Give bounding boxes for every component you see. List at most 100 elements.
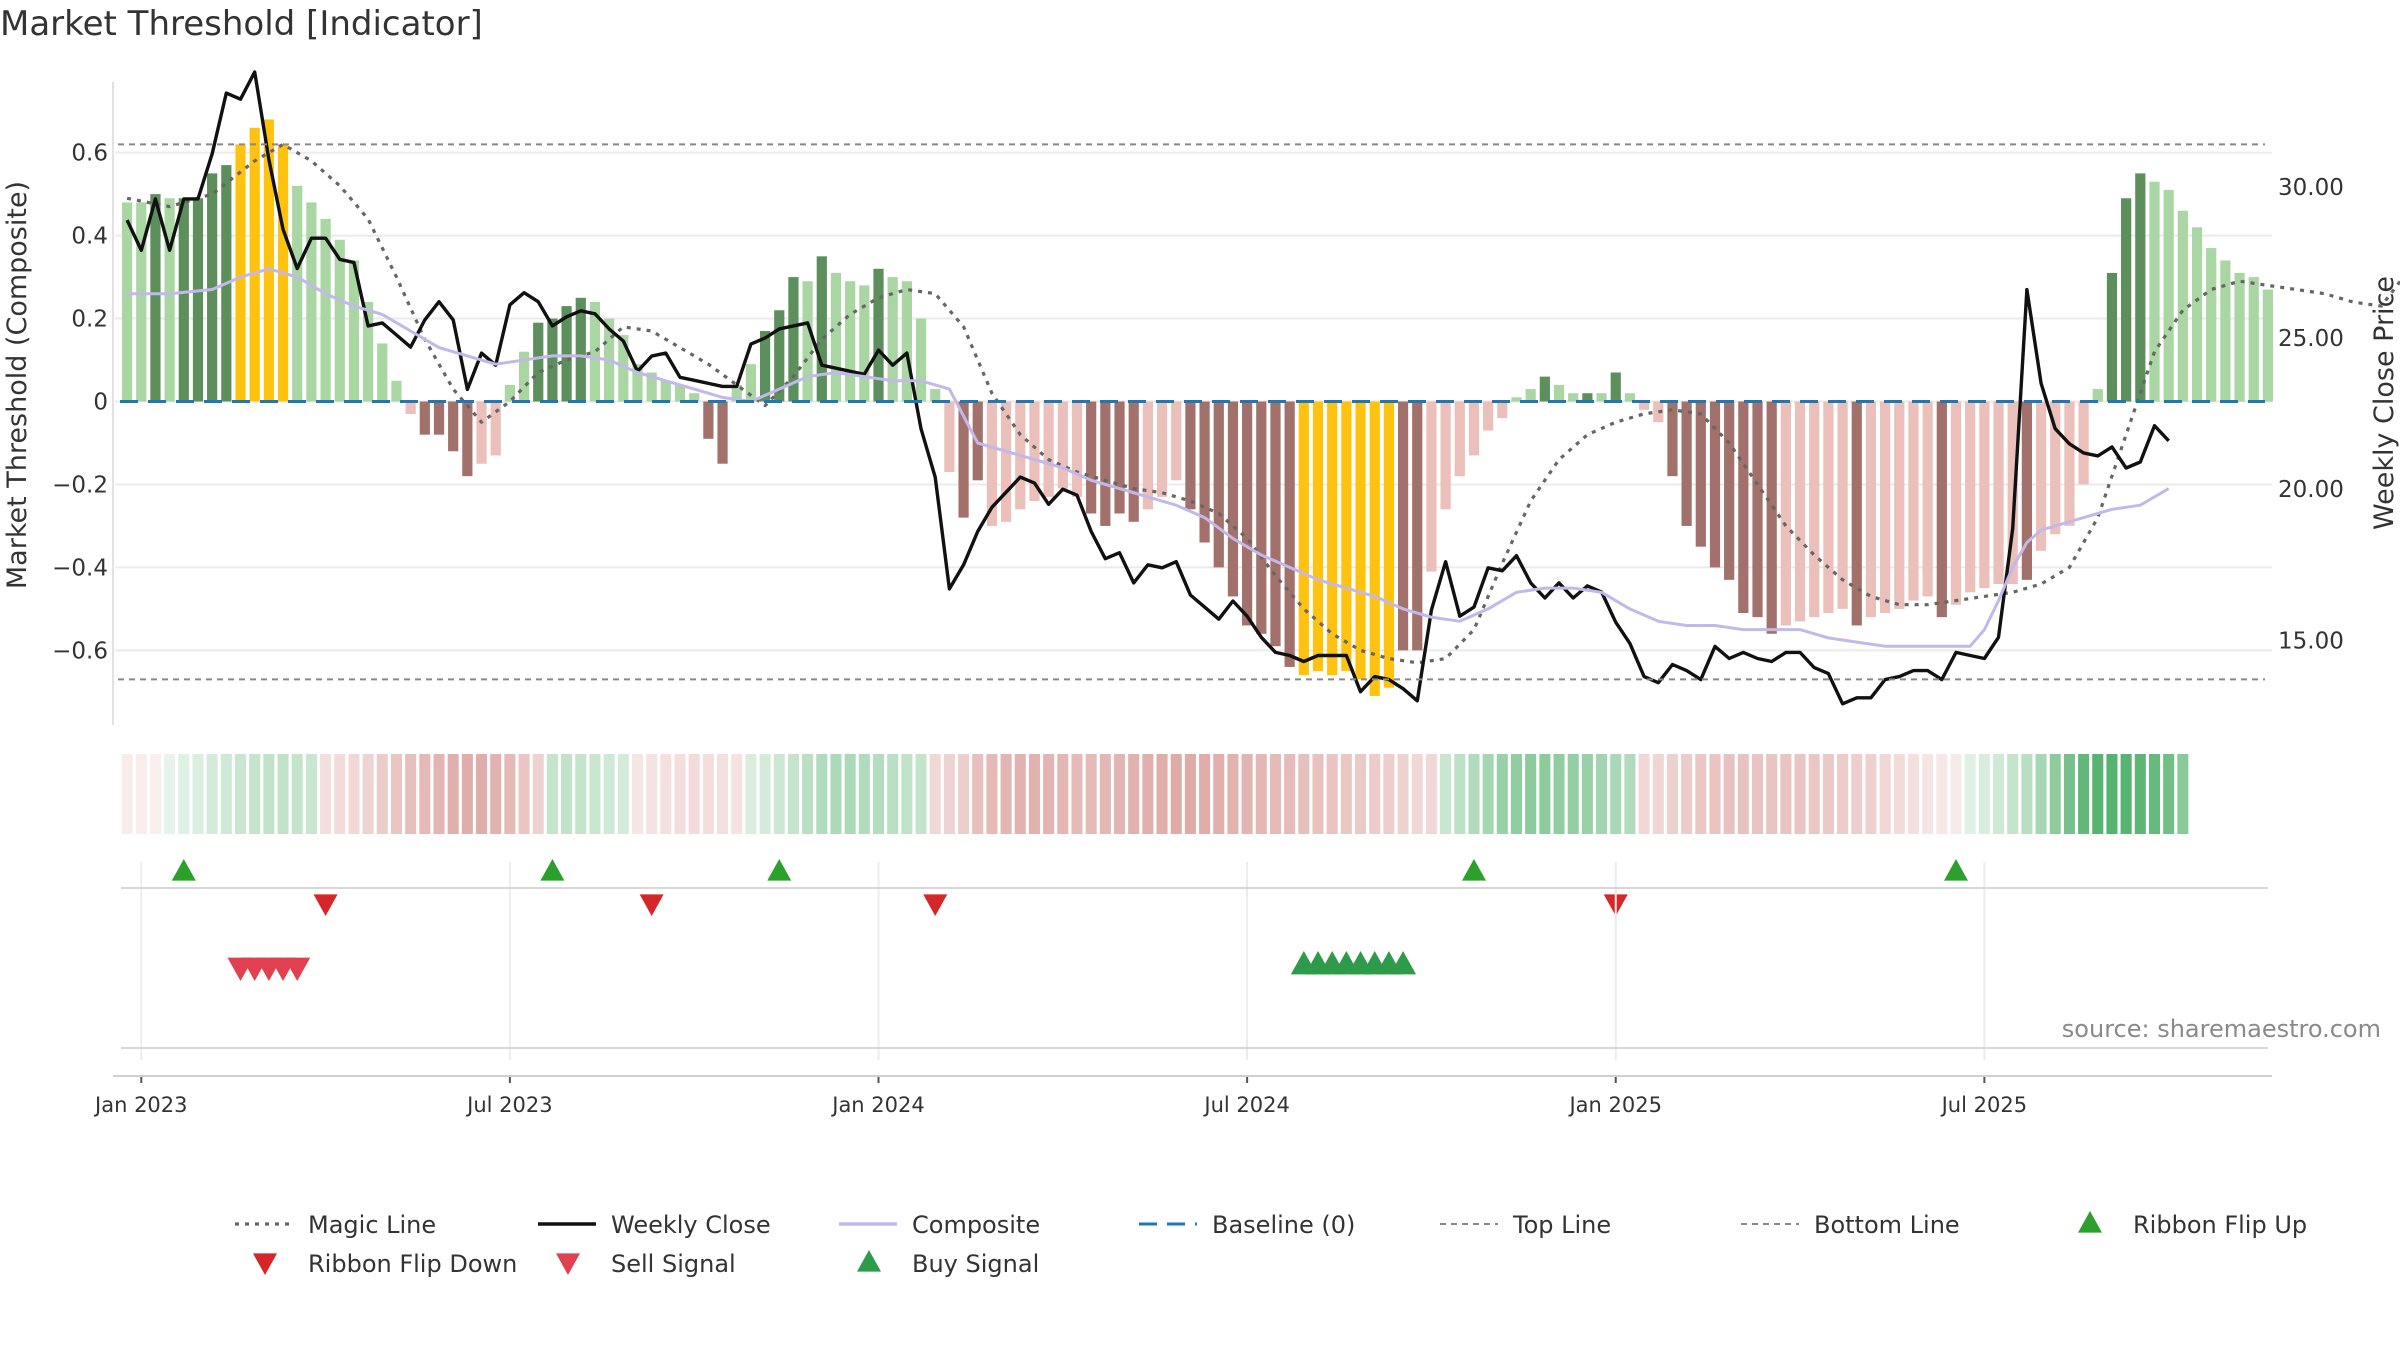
composite-bar	[518, 351, 530, 402]
composite-bar	[731, 384, 742, 402]
ribbon-cell	[1298, 754, 1310, 834]
ribbon-cell	[2078, 754, 2090, 834]
ribbon-cell	[2035, 754, 2047, 834]
ribbon-cell	[206, 754, 218, 834]
composite-bar	[292, 185, 303, 402]
ribbon-flip-up-icon	[171, 859, 196, 881]
composite-bar	[348, 260, 360, 402]
composite-bar	[575, 297, 586, 402]
ribbon-cell	[688, 754, 700, 834]
ribbon-cell	[1199, 754, 1211, 834]
composite-bar	[1327, 401, 1338, 676]
ribbon-cell	[1227, 754, 1239, 834]
ribbon-cell	[646, 754, 658, 834]
ribbon-cell	[1454, 754, 1466, 834]
composite-bar	[816, 256, 827, 402]
ribbon-cell	[2148, 754, 2161, 834]
right-tick-label: 25.00	[2278, 326, 2344, 352]
legend-marker-up-icon	[857, 1250, 881, 1272]
composite-bar	[150, 194, 161, 402]
composite-bars	[121, 119, 2274, 696]
composite-bar	[2106, 272, 2118, 402]
ribbon-cell	[2106, 754, 2118, 834]
composite-bar	[1298, 401, 1309, 676]
ribbon-cell	[1581, 754, 1593, 834]
ribbon-cell	[249, 754, 261, 834]
ribbon-cell	[362, 754, 374, 834]
left-tick-label: 0.6	[71, 141, 108, 167]
composite-bar	[1823, 401, 1834, 614]
composite-bar	[1908, 401, 1919, 601]
right-axis-label: Weekly Close Price	[2369, 276, 2400, 530]
ribbon-cell	[787, 754, 799, 834]
composite-bar	[1483, 401, 1494, 431]
composite-bar	[1114, 401, 1125, 514]
ribbon-cell	[1737, 754, 1749, 834]
ribbon-flip-up-icon	[1461, 859, 1486, 881]
composite-bar	[2078, 401, 2089, 485]
ribbon-cell	[1043, 754, 1055, 834]
ribbon-cell	[121, 754, 133, 834]
ribbon-cell	[1468, 754, 1480, 834]
ribbon-cell	[2120, 754, 2132, 834]
composite-bar	[1171, 401, 1182, 481]
legend-marker-down-icon	[556, 1253, 580, 1275]
ribbon-cell	[1000, 754, 1012, 834]
ribbon-flip-down-icon	[923, 894, 948, 916]
ribbon-cell	[1425, 754, 1437, 834]
composite-bar	[1185, 401, 1196, 510]
ribbon-cell	[2063, 754, 2075, 834]
composite-bar	[1709, 401, 1721, 568]
ribbon-cell	[887, 754, 899, 834]
ribbon-cell	[1071, 754, 1083, 834]
ribbon-cell	[1028, 754, 1040, 834]
composite-bar	[845, 281, 856, 402]
composite-bar	[1142, 401, 1153, 510]
ribbon-cell	[1709, 754, 1721, 834]
ribbon-cell	[546, 754, 558, 834]
ribbon-flip-up-icon	[767, 859, 792, 881]
legend-label: Baseline (0)	[1212, 1211, 1355, 1239]
sell-signal-icon	[284, 957, 311, 981]
legend-label: Magic Line	[308, 1211, 436, 1239]
ribbon-cell	[731, 754, 743, 834]
composite-bar	[561, 306, 572, 402]
ribbon-cell	[1766, 754, 1778, 834]
composite-bar	[2163, 189, 2174, 402]
x-axis: Jan 2023 Jul 2023 Jan 2024 Jul 2024 Jan 2025…	[93, 862, 2272, 1117]
ribbon-cell	[830, 754, 842, 834]
composite-bar	[646, 372, 657, 402]
ribbon-cell	[986, 754, 998, 834]
ribbon-cell	[631, 754, 644, 834]
composite-bar	[235, 144, 246, 402]
ribbon-cell	[1780, 754, 1792, 834]
composite-bar	[1794, 401, 1806, 622]
x-tick-label: Jul 2024	[1202, 1093, 1289, 1117]
left-tick-label: −0.4	[52, 555, 108, 581]
ribbon-cell	[1397, 754, 1409, 834]
ribbon-cell	[929, 754, 941, 834]
ribbon-cell	[220, 754, 232, 834]
composite-bar	[1865, 401, 1877, 618]
legend-item: Weekly Close	[538, 1211, 771, 1239]
ribbon-cell	[1950, 754, 1962, 834]
composite-bar	[2234, 272, 2245, 402]
ribbon-cell	[405, 754, 417, 834]
composite-bar	[1979, 401, 1990, 589]
series-lines	[118, 70, 2400, 706]
ribbon-cell	[1652, 754, 1664, 834]
ribbon-cell	[1525, 754, 1537, 834]
composite-bar	[2021, 401, 2032, 580]
x-tick-label: Jul 2023	[465, 1093, 552, 1117]
x-tick-label: Jul 2025	[1940, 1093, 2027, 1117]
composite-bar	[1397, 401, 1409, 651]
composite-bar	[2149, 181, 2160, 402]
composite-bar	[1837, 401, 1848, 609]
ribbon-cell	[1482, 754, 1494, 834]
ribbon-cell	[1695, 754, 1707, 834]
composite-bar	[192, 198, 204, 402]
ribbon-cell	[2163, 754, 2175, 834]
composite-bar	[547, 318, 558, 402]
ribbon-cell	[575, 754, 587, 834]
ribbon-cell	[433, 754, 445, 834]
